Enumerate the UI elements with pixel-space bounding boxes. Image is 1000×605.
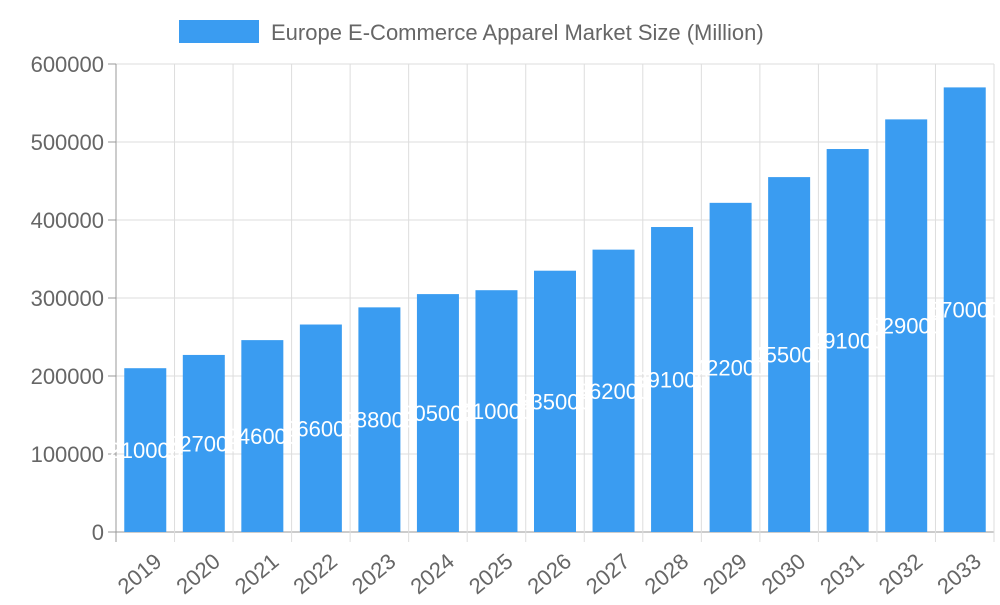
x-tick-label: 2032 xyxy=(874,548,928,599)
bar xyxy=(709,202,752,532)
x-tick-label: 2033 xyxy=(932,548,986,599)
bar xyxy=(943,87,986,533)
bar xyxy=(651,227,694,532)
bar xyxy=(358,307,401,532)
x-tick-label: 2029 xyxy=(698,548,752,599)
x-tick-label: 2027 xyxy=(581,548,635,599)
y-tick-label: 600000 xyxy=(31,52,104,77)
y-tick-label: 0 xyxy=(92,520,104,545)
x-tick-label: 2023 xyxy=(347,548,401,599)
bar xyxy=(885,119,928,532)
x-tick-label: 2031 xyxy=(815,548,869,599)
y-tick-label: 200000 xyxy=(31,364,104,389)
data-label: 335000 xyxy=(518,389,591,414)
data-label: 455000 xyxy=(752,343,825,368)
bar xyxy=(534,270,576,532)
x-tick-label: 2020 xyxy=(171,548,225,599)
legend-label: Europe E-Commerce Apparel Market Size (M… xyxy=(271,20,764,45)
y-tick-label: 300000 xyxy=(31,286,104,311)
bar xyxy=(299,324,342,532)
x-tick-label: 2030 xyxy=(757,548,811,599)
x-tick-label: 2019 xyxy=(113,548,167,599)
bar xyxy=(475,290,518,532)
data-label: 570000 xyxy=(928,298,1000,323)
data-label: 227000 xyxy=(167,431,240,456)
data-label: 529000 xyxy=(869,314,942,339)
data-label: 266000 xyxy=(284,416,357,441)
y-tick-label: 100000 xyxy=(31,442,104,467)
bar xyxy=(592,249,635,532)
x-tick-label: 2021 xyxy=(230,548,284,599)
bar xyxy=(768,177,811,532)
data-label: 305000 xyxy=(401,401,474,426)
bar xyxy=(182,354,225,532)
x-tick-label: 2028 xyxy=(640,548,694,599)
y-tick-label: 400000 xyxy=(31,208,104,233)
bar xyxy=(416,294,459,532)
data-label: 422000 xyxy=(694,355,767,380)
bar xyxy=(241,340,284,532)
data-label: 288000 xyxy=(343,408,416,433)
x-tick-label: 2026 xyxy=(523,548,577,599)
data-label: 246000 xyxy=(226,424,299,449)
x-tick-label: 2025 xyxy=(464,548,518,599)
data-label: 391000 xyxy=(635,368,708,393)
y-tick-label: 500000 xyxy=(31,130,104,155)
bar xyxy=(826,149,869,532)
data-label: 310000 xyxy=(460,399,533,424)
legend-swatch xyxy=(179,20,259,43)
data-label: 210000 xyxy=(109,438,182,463)
bar xyxy=(124,368,167,532)
data-label: 491000 xyxy=(811,329,884,354)
x-tick-label: 2022 xyxy=(288,548,342,599)
data-label: 362000 xyxy=(577,379,650,404)
x-tick-label: 2024 xyxy=(405,548,459,599)
